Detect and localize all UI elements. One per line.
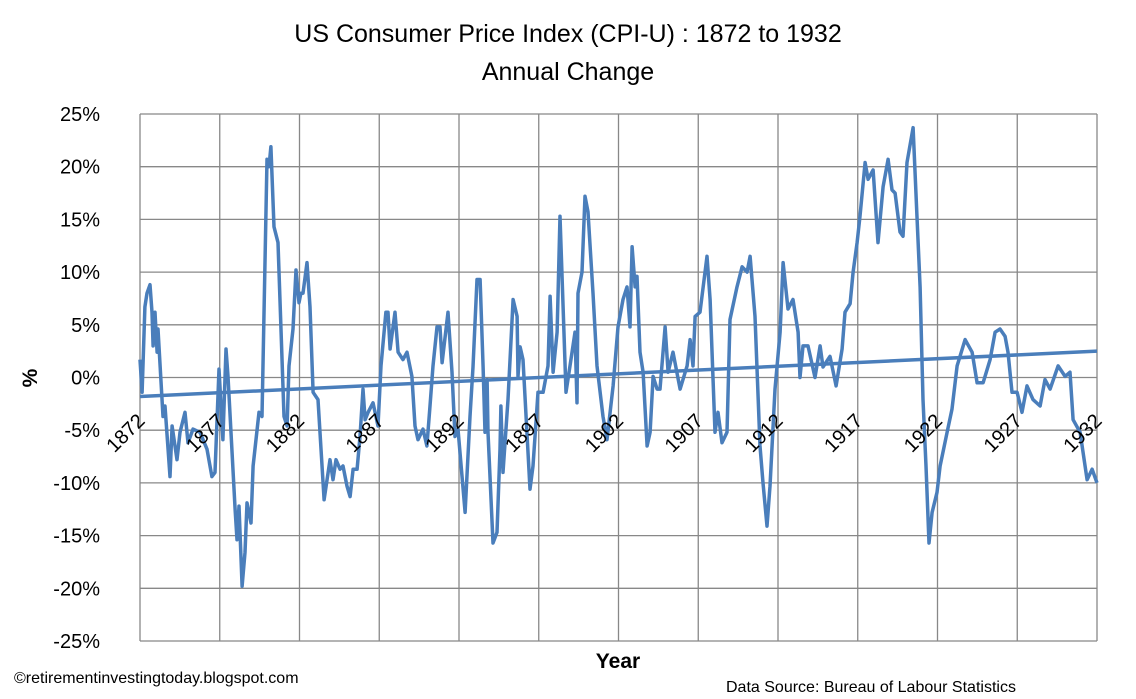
series-group <box>138 125 1099 588</box>
x-tick-label: 1882 <box>262 410 309 457</box>
x-tick-label: 1907 <box>661 410 708 457</box>
y-tick-label: 5% <box>71 315 100 337</box>
trendline-group <box>139 349 1098 399</box>
y-tick-label: 0% <box>71 368 100 390</box>
x-tick-label: 1917 <box>820 410 867 457</box>
credit-text: ©retirementinvestingtoday.blogspot.com <box>14 670 299 687</box>
chart-title: US Consumer Price Index (CPI-U) : 1872 t… <box>294 20 841 48</box>
x-tick-label: 1872 <box>103 410 150 457</box>
y-tick-label: -10% <box>53 473 100 495</box>
cpi-change-line <box>138 125 1099 588</box>
source-text: Data Source: Bureau of Labour Statistics <box>726 679 1016 696</box>
y-tick-label: -20% <box>53 578 100 600</box>
y-tick-label: -25% <box>53 631 100 653</box>
x-tick-label: 1902 <box>581 410 628 457</box>
x-tick-label: 1887 <box>342 410 389 457</box>
y-tick-label: -5% <box>64 420 100 442</box>
x-tick-label: 1912 <box>741 410 788 457</box>
y-axis-label: % <box>19 368 42 387</box>
y-tick-label: 20% <box>60 157 100 179</box>
x-tick-label: 1927 <box>980 410 1027 457</box>
y-tick-label: 25% <box>60 104 100 126</box>
y-axis-ticks: 25% 20% 15% 10% 5% 0% -5% -10% -15% -20% -25% <box>53 104 100 653</box>
y-tick-label: -15% <box>53 526 100 548</box>
y-tick-label: 10% <box>60 262 100 284</box>
x-axis-label: Year <box>596 650 640 673</box>
chart-subtitle: Annual Change <box>482 58 654 86</box>
y-tick-label: 15% <box>60 209 100 231</box>
trendline <box>139 349 1098 399</box>
